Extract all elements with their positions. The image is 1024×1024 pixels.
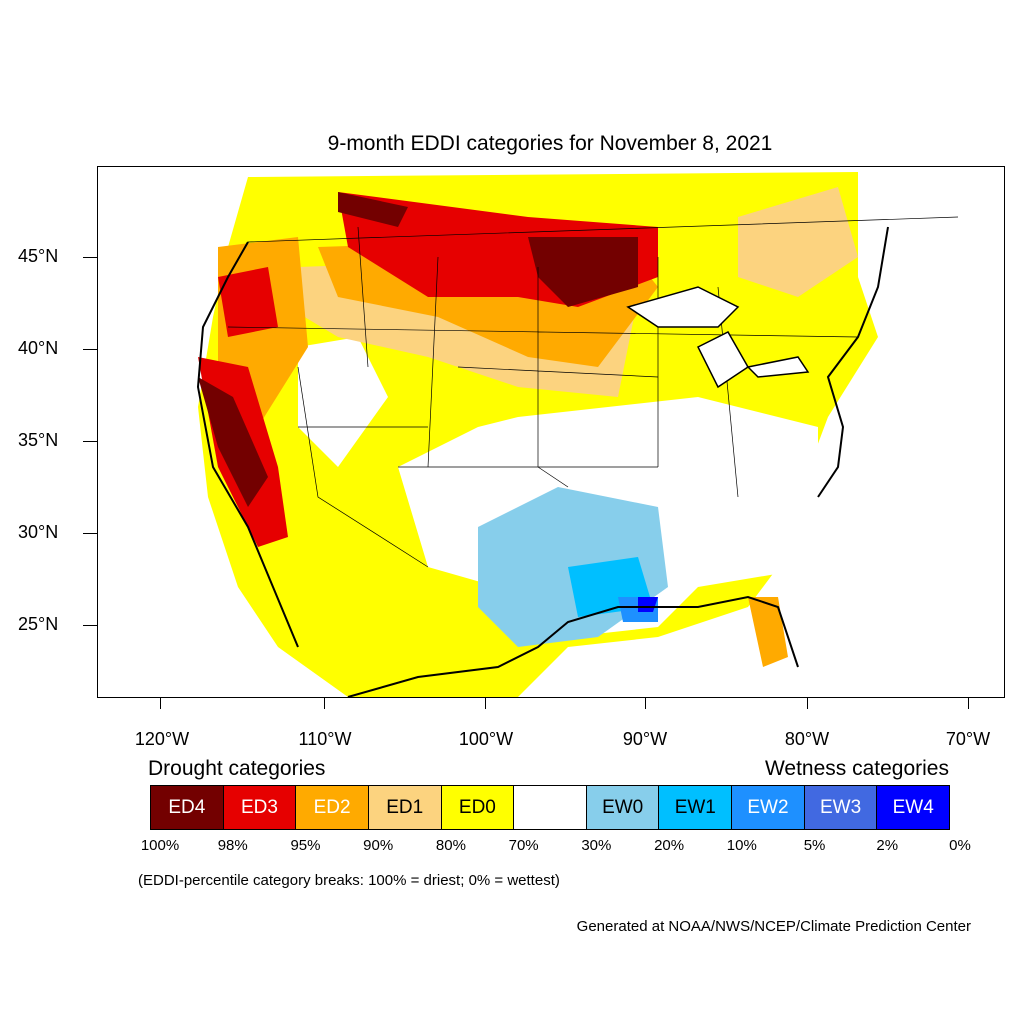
legend-cell-ed2: ED2	[296, 786, 369, 829]
lon-label-100: 100°W	[458, 729, 514, 749]
credit-line: Generated at NOAA/NWS/NCEP/Climate Predi…	[576, 918, 971, 935]
lon-label-110: 110°W	[298, 729, 352, 749]
percent-break-label: 80%	[435, 837, 466, 854]
legend-cell-ed3: ED3	[223, 786, 297, 829]
state-borders	[227, 216, 959, 568]
ew4-region	[638, 597, 658, 612]
lat-tick	[83, 441, 97, 442]
percent-break-label: 95%	[290, 837, 321, 854]
percent-break-label: 98%	[217, 837, 248, 854]
lon-tick	[968, 697, 969, 709]
legend-cell-ed1: ED1	[368, 786, 442, 829]
lat-label-25: 25°N	[18, 614, 59, 634]
legend-cell-ew1: EW1	[659, 786, 733, 829]
lat-label-35: 35°N	[18, 430, 59, 450]
percent-break-label: 90%	[363, 837, 394, 854]
lat-tick	[83, 625, 97, 626]
ed4-region-ca	[198, 377, 268, 507]
coastline	[196, 226, 889, 697]
ed3-region-nw	[218, 267, 278, 337]
lon-tick	[324, 697, 325, 709]
map-title: 9-month EDDI categories for November 8, …	[327, 132, 773, 155]
percent-break-label: 20%	[654, 837, 685, 854]
lat-label-30: 30°N	[18, 522, 59, 542]
lon-label-70: 70°W	[945, 729, 991, 749]
lat-tick	[83, 533, 97, 534]
lon-label-80: 80°W	[784, 729, 830, 749]
lat-label-45: 45°N	[18, 246, 59, 266]
legend-cell-ew3: EW3	[804, 786, 878, 829]
percent-break-label: 10%	[726, 837, 757, 854]
percent-break-label: 0%	[949, 837, 971, 854]
legend-cell-ed0: ED0	[441, 786, 515, 829]
great-lakes	[626, 286, 810, 389]
lon-tick	[160, 697, 161, 709]
percent-break-label: 2%	[876, 837, 899, 854]
lat-tick	[83, 257, 97, 258]
legend-cell-ew4: EW4	[877, 786, 950, 829]
ed2-region-fl	[748, 597, 788, 667]
ed1-region-ne	[738, 187, 858, 297]
legend-cell-neutral	[514, 786, 587, 829]
percent-break-label: 30%	[581, 837, 612, 854]
ed4-region	[338, 192, 408, 227]
white-region-west	[298, 337, 388, 467]
map-panel	[97, 166, 1005, 698]
percent-break-label: 100%	[140, 837, 180, 854]
lon-tick	[645, 697, 646, 709]
lon-label-90: 90°W	[622, 729, 668, 749]
lon-tick	[485, 697, 486, 709]
percent-break-label: 5%	[803, 837, 826, 854]
lat-tick	[83, 349, 97, 350]
legend-cell-ew0: EW0	[586, 786, 660, 829]
lat-label-40: 40°N	[18, 338, 59, 358]
percent-break-label: 70%	[508, 837, 539, 854]
ed4-region-ne	[528, 237, 638, 307]
legend-cell-ed4: ED4	[151, 786, 224, 829]
eddi-map	[196, 172, 959, 697]
legend-bar: ED4 ED3 ED2 ED1 ED0 EW0 EW1 EW2 EW3 EW4	[150, 785, 950, 830]
drought-heading: Drought categories	[148, 757, 326, 780]
category-break-note: (EDDI-percentile category breaks: 100% =…	[138, 872, 560, 889]
legend-cell-ew2: EW2	[732, 786, 805, 829]
wetness-heading: Wetness categories	[764, 757, 949, 780]
lon-label-120: 120°W	[134, 729, 190, 749]
lon-tick	[807, 697, 808, 709]
